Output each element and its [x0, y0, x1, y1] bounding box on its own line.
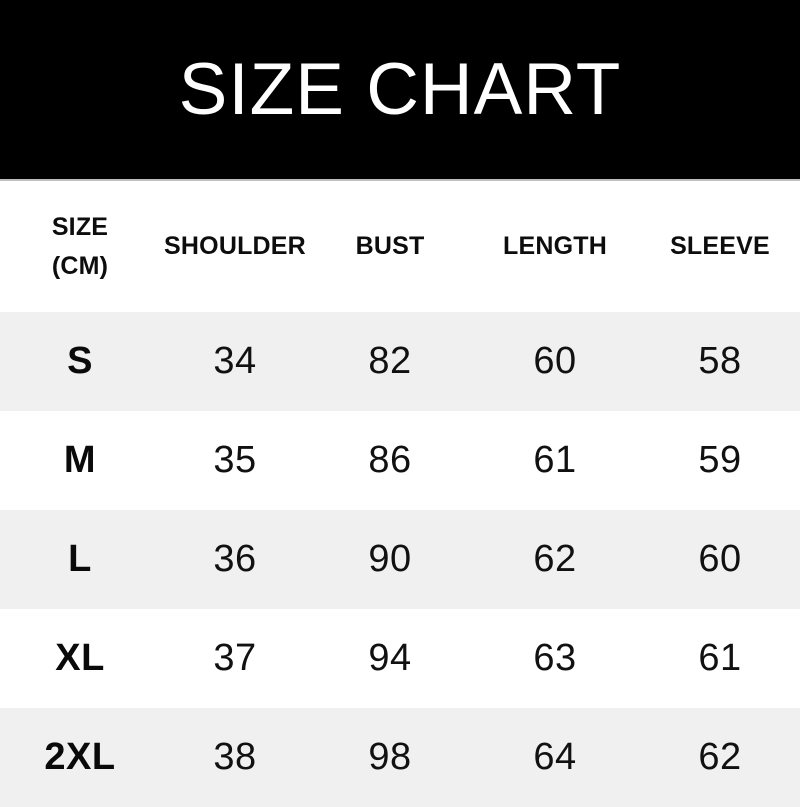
- cell-shoulder: 37: [213, 637, 257, 679]
- column-header-length: LENGTH: [503, 232, 607, 261]
- cell-sleeve: 58: [698, 340, 742, 382]
- cell-bust: 98: [368, 736, 412, 778]
- cell-shoulder: 35: [213, 439, 257, 481]
- cell-length: 60: [533, 340, 577, 382]
- page-title: SIZE CHART: [178, 49, 622, 130]
- cell-bust: 94: [368, 637, 412, 679]
- cell-size: L: [68, 538, 92, 580]
- cell-bust: 82: [368, 340, 412, 382]
- table-row: L 36 90 62 60: [0, 510, 800, 609]
- column-header-sleeve: SLEEVE: [670, 232, 770, 261]
- cell-bust: 90: [368, 538, 412, 580]
- cell-sleeve: 61: [698, 637, 742, 679]
- table-row: 2XL 38 98 64 62: [0, 708, 800, 807]
- cell-sleeve: 62: [698, 736, 742, 778]
- cell-size: XL: [55, 637, 105, 679]
- table-row: XL 37 94 63 61: [0, 609, 800, 708]
- column-header-size: SIZE (CM): [0, 181, 160, 312]
- column-header-size-line2: (CM): [51, 251, 109, 280]
- cell-shoulder: 36: [213, 538, 257, 580]
- column-header-shoulder: SHOULDER: [164, 232, 306, 261]
- cell-length: 61: [533, 439, 577, 481]
- cell-sleeve: 59: [698, 439, 742, 481]
- size-chart-table: SIZE (CM) SHOULDER BUST LENGTH SLEEVE S …: [0, 181, 800, 807]
- cell-shoulder: 38: [213, 736, 257, 778]
- cell-shoulder: 34: [213, 340, 257, 382]
- cell-length: 63: [533, 637, 577, 679]
- column-header-size-line1: SIZE: [51, 212, 109, 241]
- table-header-row: SIZE (CM) SHOULDER BUST LENGTH SLEEVE: [0, 181, 800, 312]
- table-row: S 34 82 60 58: [0, 312, 800, 411]
- table-row: M 35 86 61 59: [0, 411, 800, 510]
- cell-length: 62: [533, 538, 577, 580]
- title-banner: SIZE CHART: [0, 0, 800, 181]
- column-header-bust: BUST: [355, 232, 425, 261]
- cell-size: 2XL: [44, 736, 116, 778]
- table-body: S 34 82 60 58 M 35 86 61 59 L 36 90 62 6…: [0, 312, 800, 807]
- cell-size: S: [67, 340, 93, 382]
- cell-size: M: [63, 439, 97, 481]
- cell-sleeve: 60: [698, 538, 742, 580]
- cell-bust: 86: [368, 439, 412, 481]
- table-header: SIZE (CM) SHOULDER BUST LENGTH SLEEVE: [0, 181, 800, 312]
- cell-length: 64: [533, 736, 577, 778]
